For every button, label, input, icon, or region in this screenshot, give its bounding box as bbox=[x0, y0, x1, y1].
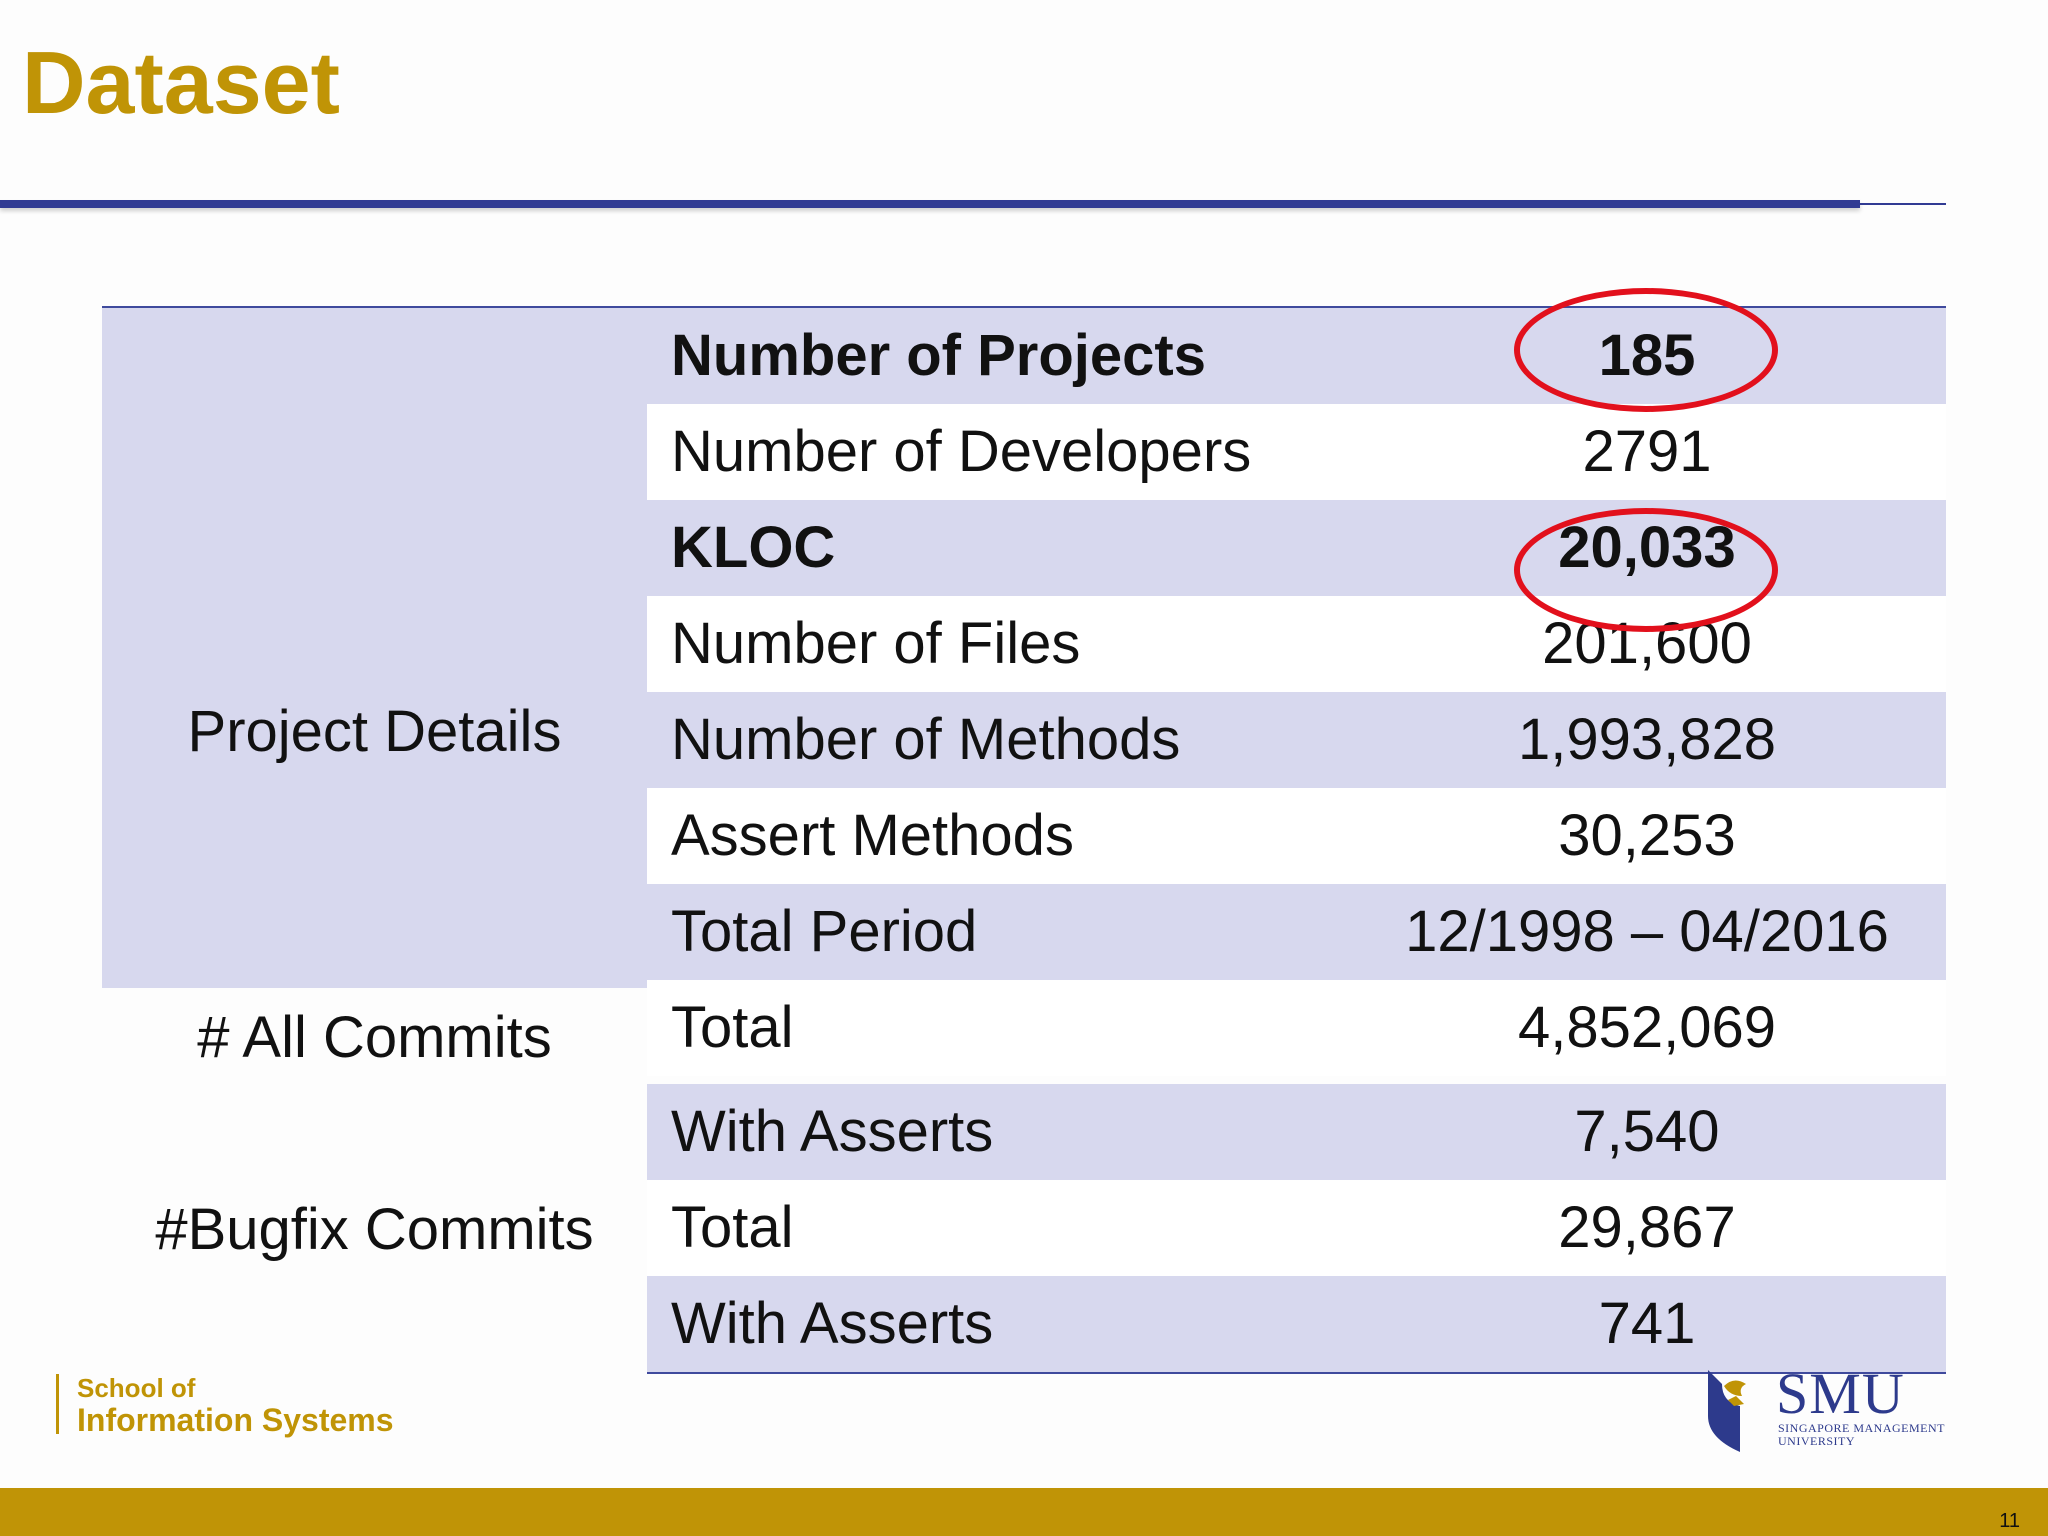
table-row: With Asserts 7,540 bbox=[647, 1084, 1946, 1180]
table-row: With Asserts 741 bbox=[647, 1276, 1946, 1372]
school-label-line1: School of bbox=[77, 1373, 196, 1403]
logo-wordmark: SMU bbox=[1776, 1361, 1905, 1426]
table-bottom-border bbox=[647, 1372, 1946, 1374]
table-row: Number of Developers 2791 bbox=[647, 404, 1946, 500]
table-row: Number of Files 201,600 bbox=[647, 596, 1946, 692]
highlight-circle-kloc bbox=[1514, 508, 1778, 632]
row-label: With Asserts bbox=[671, 1291, 994, 1356]
row-label: With Asserts bbox=[671, 1099, 994, 1164]
group-label-project-details: Project Details bbox=[187, 699, 562, 764]
table-top-border bbox=[102, 306, 1946, 308]
highlight-circle-projects bbox=[1514, 288, 1778, 412]
slide-title: Dataset bbox=[22, 33, 340, 132]
row-label: Number of Developers bbox=[671, 419, 1252, 484]
row-label: Number of Methods bbox=[671, 707, 1181, 772]
row-label: Total Period bbox=[671, 899, 978, 964]
row-value: 30,253 bbox=[1558, 803, 1736, 868]
row-label: Number of Files bbox=[671, 611, 1081, 676]
row-value: 29,867 bbox=[1558, 1195, 1736, 1260]
row-label: Number of Projects bbox=[671, 323, 1206, 388]
title-divider bbox=[0, 200, 1860, 208]
smu-logo: SMU SINGAPORE MANAGEMENT UNIVERSITY bbox=[1700, 1360, 1960, 1460]
page-number: 11 bbox=[1999, 1510, 2020, 1532]
row-value: 7,540 bbox=[1574, 1099, 1720, 1164]
row-label: KLOC bbox=[671, 515, 836, 580]
school-footer: School of Information Systems bbox=[56, 1373, 394, 1437]
table-row: Total 29,867 bbox=[647, 1180, 1946, 1276]
logo-subtext: SINGAPORE MANAGEMENT UNIVERSITY bbox=[1778, 1421, 1946, 1449]
row-value: 2791 bbox=[1582, 419, 1712, 484]
row-value: 1,993,828 bbox=[1517, 707, 1777, 772]
table-row: Number of Methods 1,993,828 bbox=[647, 692, 1946, 788]
project-details-group-cell bbox=[102, 308, 647, 988]
row-label: Total bbox=[671, 1195, 794, 1260]
table-row: Total Period 12/1998 – 04/2016 bbox=[647, 884, 1946, 980]
row-value: 12/1998 – 04/2016 bbox=[1405, 899, 1889, 964]
lion-emblem-icon bbox=[1708, 1370, 1746, 1452]
footer-bar bbox=[0, 1488, 2048, 1536]
row-label: Assert Methods bbox=[671, 803, 1074, 868]
row-label: Total bbox=[671, 995, 794, 1060]
group-label-bugfix-commits: #Bugfix Commits bbox=[155, 1197, 594, 1262]
title-divider-thin bbox=[1860, 203, 1946, 205]
row-value: 741 bbox=[1598, 1291, 1696, 1356]
group-label-all-commits: # All Commits bbox=[197, 1005, 552, 1070]
row-value: 4,852,069 bbox=[1517, 995, 1777, 1060]
table-row: Assert Methods 30,253 bbox=[647, 788, 1946, 884]
school-label-line2: Information Systems bbox=[77, 1401, 394, 1438]
table-row: Total 4,852,069 bbox=[647, 980, 1946, 1076]
